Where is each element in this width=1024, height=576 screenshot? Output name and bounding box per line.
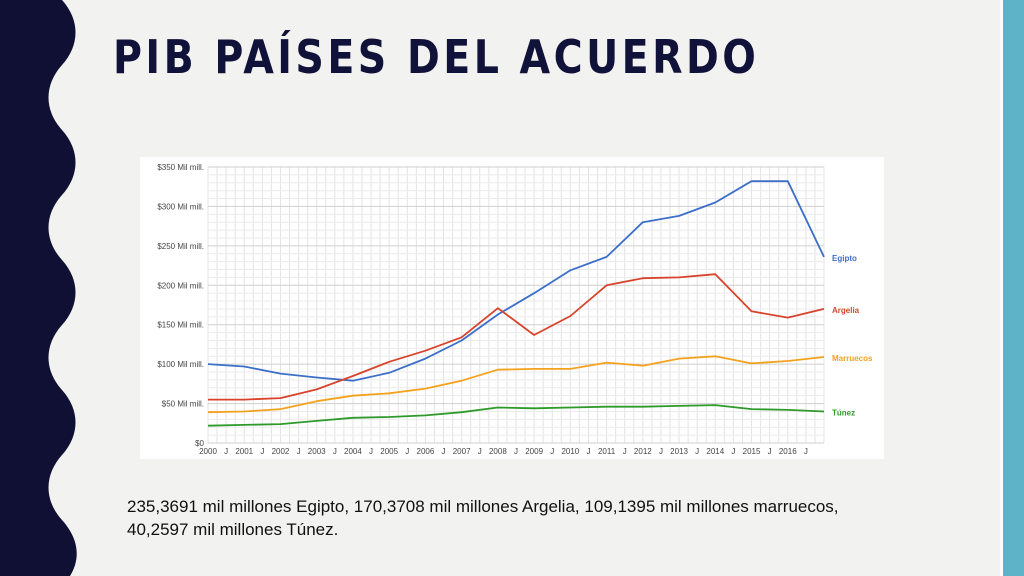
x-tick-label: J <box>297 447 301 456</box>
x-tick-label: 2013 <box>670 447 688 456</box>
x-tick-label: 2004 <box>344 447 362 456</box>
y-tick-label: $100 Mil mill. <box>157 360 204 369</box>
y-tick-label: $150 Mil mill. <box>157 321 204 330</box>
x-tick-label: J <box>478 447 482 456</box>
x-tick-label: 2006 <box>417 447 435 456</box>
x-tick-label: 2010 <box>561 447 579 456</box>
x-tick-label: J <box>804 447 808 456</box>
x-tick-label: J <box>586 447 590 456</box>
x-tick-label: J <box>623 447 627 456</box>
chart-caption: 235,3691 mil millones Egipto, 170,3708 m… <box>127 497 839 539</box>
x-tick-label: 2008 <box>489 447 507 456</box>
series-line-túnez <box>207 404 825 427</box>
series-label-egipto: Egipto <box>832 254 857 263</box>
y-tick-label: $200 Mil mill. <box>157 281 204 290</box>
x-tick-label: J <box>659 447 663 456</box>
x-tick-label: J <box>731 447 735 456</box>
series-line-egipto <box>207 180 825 382</box>
wavy-band-shape <box>0 0 77 576</box>
x-tick-label: J <box>224 447 228 456</box>
x-tick-label: 2003 <box>308 447 326 456</box>
x-tick-label: J <box>369 447 373 456</box>
y-tick-label: $350 Mil mill. <box>157 163 204 172</box>
x-tick-label: J <box>333 447 337 456</box>
x-tick-label: 2005 <box>380 447 398 456</box>
x-tick-label: 2002 <box>272 447 290 456</box>
decorative-left-band <box>0 0 77 576</box>
series-label-túnez: Túnez <box>832 408 855 417</box>
x-tick-label: J <box>442 447 446 456</box>
x-tick-label: 2011 <box>598 447 616 456</box>
line-chart-svg: $0 $50 Mil mill. $100 Mil mill. $150 Mil mi… <box>157 163 873 456</box>
x-tick-label: J <box>550 447 554 456</box>
x-tick-label: 2016 <box>779 447 797 456</box>
x-tick-label: 2014 <box>706 447 724 456</box>
x-tick-label: 2009 <box>525 447 543 456</box>
y-tick-label: $50 Mil mill. <box>162 400 204 409</box>
series-line-argelia <box>208 273 825 401</box>
x-tick-label: J <box>768 447 772 456</box>
slide-title: PIB PAÍSES DEL ACUERDO <box>113 30 760 84</box>
y-tick-label: $300 Mil mill. <box>157 202 204 211</box>
x-tick-label: 2001 <box>235 447 253 456</box>
series-line-marruecos <box>207 355 825 414</box>
x-tick-label: J <box>514 447 518 456</box>
x-tick-label: 2015 <box>743 447 761 456</box>
series-label-marruecos: Marruecos <box>832 354 873 363</box>
right-accent-band <box>1003 0 1024 576</box>
series-label-argelia: Argelia <box>832 306 860 315</box>
x-tick-label: J <box>260 447 264 456</box>
y-tick-label: $250 Mil mill. <box>157 242 204 251</box>
x-tick-label: J <box>695 447 699 456</box>
x-tick-label: 2000 <box>199 447 217 456</box>
x-tick-label: 2007 <box>453 447 471 456</box>
gdp-chart: $0 $50 Mil mill. $100 Mil mill. $150 Mil mi… <box>140 157 884 459</box>
y-tick-label: $0 <box>195 439 204 448</box>
x-tick-label: 2012 <box>634 447 652 456</box>
x-tick-label: J <box>405 447 409 456</box>
